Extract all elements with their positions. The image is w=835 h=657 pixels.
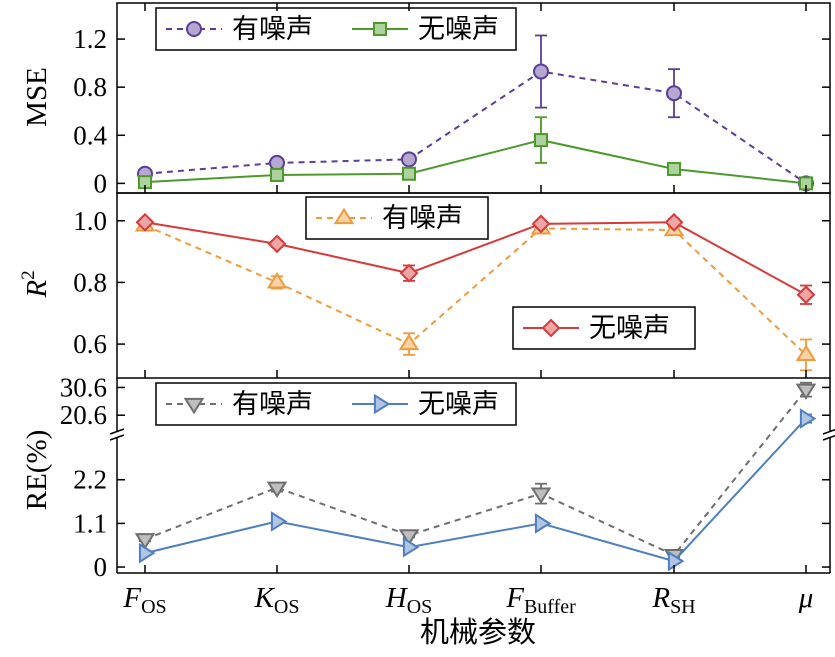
legend-label: 有噪声: [382, 203, 463, 234]
mse-legend: 有噪声 无噪声: [155, 7, 517, 51]
mse-series-0-point: [666, 85, 682, 102]
axis-break-mark: [109, 434, 125, 441]
r2-panel: 有噪声 无噪声 R2: [18, 196, 817, 372]
mse-series-1-point: [534, 133, 548, 148]
r2-series-0-line: [144, 224, 807, 356]
re-series-1-point: [534, 513, 552, 534]
x-tick-label: KOS: [254, 582, 300, 618]
re-series-1-point: [667, 550, 685, 572]
x-tick-label: FBuffer: [505, 582, 576, 618]
re-series-0-point: [530, 487, 552, 505]
re-series-0-point: [795, 383, 817, 401]
r2-series-1-point: [664, 212, 684, 232]
r2-series-0-point: [795, 344, 817, 361]
re-series-1-line: [144, 417, 807, 563]
re-ytick-label: 1.1: [73, 508, 107, 538]
axis-break-gap: [110, 432, 124, 438]
re-series-0-point: [266, 481, 288, 499]
mse-ytick-label: 0.8: [73, 72, 107, 102]
r2-ytick-label: 1.0: [73, 206, 107, 236]
r2-series-1-point: [135, 212, 155, 232]
axis-break-gap: [823, 432, 835, 438]
re-panel: 有噪声 无噪声 RE(%): [21, 381, 817, 572]
re-series-1-point: [402, 536, 420, 558]
legend-box: [305, 196, 489, 240]
mse-series-1-point: [667, 161, 681, 176]
mse-series-0-point: [401, 151, 417, 168]
re-series-1-point: [799, 408, 817, 429]
legend-marker: [541, 318, 561, 338]
mse-series-1-point: [402, 166, 416, 181]
x-axis-label: 机械参数: [420, 616, 536, 649]
x-axis-ticks: FOS KOS HOS FBuffer RSH μ: [122, 3, 813, 618]
r2-series-1-point: [531, 214, 551, 234]
re-ytick-label: 2.2: [73, 465, 107, 495]
re-ylabel: RE(%): [21, 430, 53, 511]
x-tick-label: μ: [798, 582, 814, 614]
r2-series-0-point: [266, 272, 288, 289]
legend-marker: [333, 207, 355, 225]
mse-ytick-label: 1.2: [73, 24, 107, 54]
y-axis-ticks: 0 0.4 0.8 1.2 0.6 0.8 1.0 0 1.1 2.2 20.630.6: [60, 24, 830, 582]
re-legend: 有噪声 无噪声: [155, 382, 517, 426]
r2-legend-noisy: 有噪声: [305, 196, 489, 240]
re-series-0-point: [398, 529, 420, 546]
x-tick-label: HOS: [385, 582, 433, 618]
axes-frames: [109, 2, 835, 574]
r2-frame: [116, 192, 831, 379]
r2-series-1-point: [796, 285, 816, 305]
x-tick-label: RSH: [651, 582, 695, 618]
mse-series-1-point: [270, 167, 284, 182]
re-ytick-label: 0: [94, 552, 108, 582]
legend-label: 无噪声: [418, 389, 499, 420]
r2-legend-clean: 无噪声: [512, 306, 696, 350]
mse-series-1-line: [144, 139, 807, 185]
r2-series-0-point: [398, 333, 420, 351]
legend-marker: [373, 22, 387, 36]
legend-marker: [373, 393, 391, 415]
axis-break-mark: [109, 428, 125, 435]
x-tick-label: FOS: [122, 582, 166, 618]
r2-ylabel: R2: [18, 270, 53, 298]
legend-marker: [183, 397, 205, 415]
mse-panel: 有噪声 无噪声 MSE: [21, 7, 814, 192]
re-series-1-point: [270, 511, 288, 532]
r2-ytick-label: 0.8: [73, 267, 107, 297]
re-series-0-point: [134, 533, 156, 550]
mse-ytick-label: 0.4: [73, 120, 107, 150]
r2-ytick-label: 0.6: [73, 329, 107, 359]
mse-series-0-point: [269, 154, 285, 171]
re-ytick-upper-label: 20.6: [60, 400, 107, 430]
mse-ylabel: MSE: [21, 67, 53, 127]
legend-label: 无噪声: [418, 14, 499, 45]
re-ytick-upper-label: 30.6: [60, 372, 107, 402]
mse-ytick-label: 0: [94, 168, 108, 198]
r2-series-1-line: [144, 221, 807, 296]
legend-label: 无噪声: [589, 313, 670, 344]
r2-series-1-point: [399, 263, 419, 283]
mse-series-0-line: [144, 70, 807, 185]
legend-label: 有噪声: [232, 14, 313, 45]
r2-series-1-point: [267, 234, 287, 254]
re-series-1-point: [138, 542, 156, 564]
legend-marker: [186, 21, 202, 37]
legend-label: 有噪声: [232, 389, 313, 420]
mse-series-0-point: [533, 63, 549, 80]
